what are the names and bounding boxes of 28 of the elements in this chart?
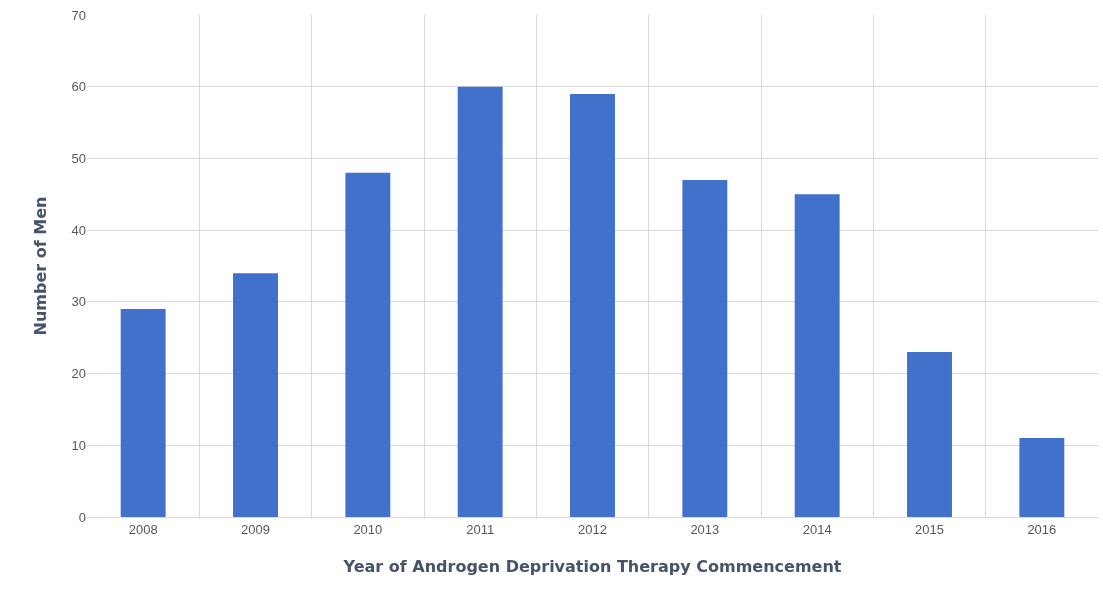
y-tick-label: 20 [71,366,86,382]
x-tick-label: 2011 [466,521,495,537]
bar [1019,438,1065,517]
y-tick-label: 0 [78,509,86,525]
y-tick-label: 30 [71,294,86,310]
y-tick-label: 40 [71,222,86,238]
x-tick-label: 2010 [353,521,383,537]
bar [345,172,391,517]
y-tick-label: 60 [71,79,86,95]
bar [233,273,278,517]
x-tick-label: 2016 [1027,521,1057,537]
bar [682,179,728,517]
x-tick-label: 2013 [690,521,720,537]
y-axis-title: Number of Men [31,196,51,336]
x-tick-label: 2008 [128,521,158,537]
x-tick-label: 2012 [578,521,607,537]
bar [907,352,952,517]
x-axis-title: Year of Androgen Deprivation Therapy Commencement [342,557,842,577]
bar [120,309,166,517]
y-tick-label: 10 [71,437,86,453]
bar [570,93,615,517]
bar [457,86,503,517]
x-tick-label: 2015 [915,521,944,537]
x-tick-label: 2014 [802,521,832,537]
y-tick-label: 50 [71,150,86,166]
y-tick-label: 70 [71,7,86,23]
x-tick-label: 2009 [241,521,270,537]
bar [794,194,840,517]
